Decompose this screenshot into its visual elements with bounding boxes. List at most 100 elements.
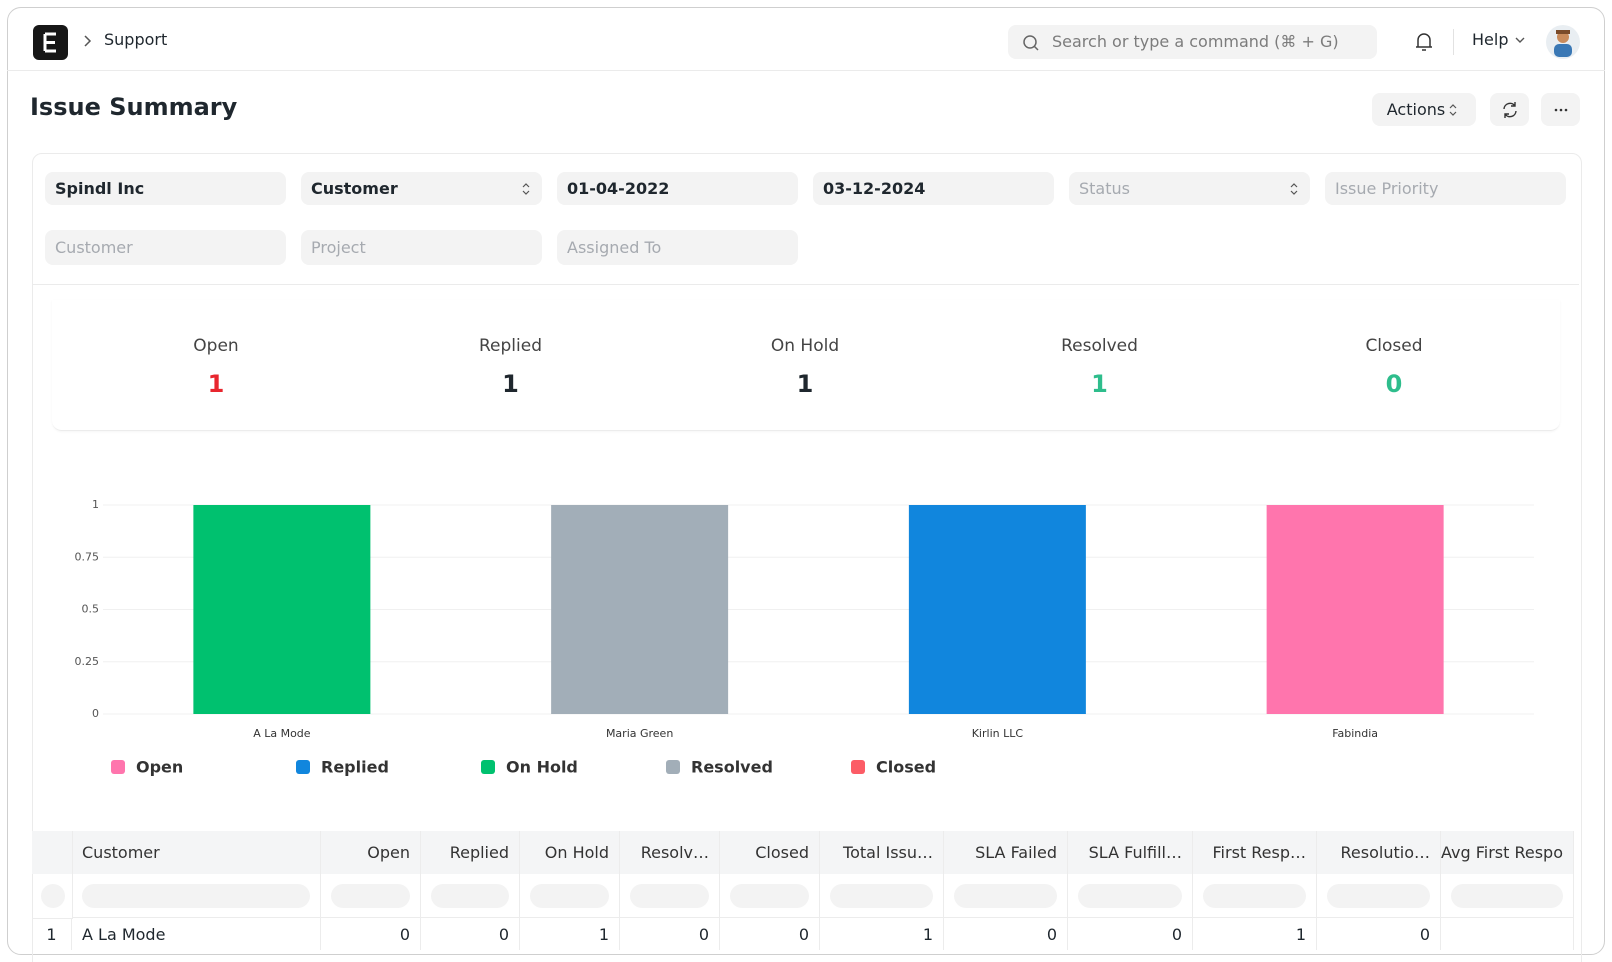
summary-label: Open [193,336,239,356]
filter-text: 01-04-2022 [567,179,670,198]
column-header[interactable]: SLA Fulfill… [1068,831,1193,874]
select-icon [1290,183,1298,195]
legend-swatch [481,760,495,774]
summary-value: 0 [1385,370,1403,398]
table-cell: 0 [1068,918,1193,950]
help-menu[interactable]: Help [1472,30,1509,49]
table-cell: 0 [944,918,1068,950]
report-card [32,153,1582,962]
summary-value: 1 [1091,370,1108,398]
filter-pill[interactable] [630,883,709,908]
filter-field[interactable]: Customer [45,230,286,265]
breadcrumb[interactable]: Support [104,30,168,49]
filter-text: Spindl Inc [55,179,145,198]
summary-label: Closed [1365,336,1423,356]
legend-swatch [111,760,125,774]
y-tick-label: 1 [92,498,99,511]
window-frame [7,7,1605,955]
filter-field[interactable]: Issue Priority [1325,172,1566,205]
legend-swatch [296,760,310,774]
row-number-header [32,831,73,874]
summary-box [52,300,1560,431]
navbar-border [7,70,1605,71]
refresh-button[interactable] [1490,93,1529,126]
page-title: Issue Summary [30,93,238,121]
logo-glyph [43,32,56,53]
table-cell: 0 [720,918,820,950]
filter-pill[interactable] [431,883,509,908]
y-tick-label: 0.75 [75,550,100,563]
table-cell [1441,918,1574,950]
summary-label: On Hold [770,336,840,356]
legend-swatch [666,760,680,774]
summary-value: 1 [502,370,519,398]
column-header[interactable]: On Hold [520,831,620,874]
column-filter [820,874,944,918]
actions-button[interactable]: Actions [1372,93,1476,126]
filter-pill[interactable] [1451,883,1563,908]
legend-label: Replied [321,758,389,777]
filter-pill[interactable] [954,883,1057,908]
filter-field[interactable]: Spindl Inc [45,172,286,205]
avatar[interactable] [1545,24,1581,60]
table-header-bg [32,831,1574,874]
column-filter [620,874,720,918]
filter-field[interactable]: Status [1069,172,1310,205]
filter-field[interactable]: 03-12-2024 [813,172,1054,205]
filter-pill[interactable] [331,883,410,908]
column-header[interactable]: Total Issu… [820,831,944,874]
column-header[interactable]: Replied [421,831,520,874]
column-filter [520,874,620,918]
filter-field[interactable]: Project [301,230,542,265]
filter-pill [41,884,65,908]
filter-field[interactable]: Customer [301,172,542,205]
filter-pill[interactable] [830,883,933,908]
more-button[interactable] [1541,93,1580,126]
filter-pill[interactable] [82,883,310,908]
column-filter [1193,874,1317,918]
column-filter [1317,874,1441,918]
filter-pill[interactable] [1203,883,1306,908]
column-header[interactable]: SLA Failed [944,831,1068,874]
summary-label: Replied [479,336,542,356]
filter-text: Status [1079,179,1130,198]
search-placeholder: Search or type a command (⌘ + G) [1052,32,1339,51]
table-cell: 0 [321,918,421,950]
column-header[interactable]: Customer [72,831,321,874]
column-header[interactable]: Avg First Respo [1441,831,1574,874]
y-tick-label: 0.5 [82,603,100,616]
filter-pill[interactable] [730,883,809,908]
filter-pill[interactable] [1078,883,1182,908]
column-header[interactable]: Resolv… [620,831,720,874]
summary-value: 1 [207,370,225,398]
column-filter [321,874,421,918]
table-cell: 1 [520,918,620,950]
breadcrumb-chevron [84,35,92,47]
filter-pill[interactable] [1327,883,1430,908]
notification-bell[interactable] [1413,30,1435,54]
actions-label: Actions [1386,100,1446,119]
divider [1453,29,1454,55]
table-cell: A La Mode [72,918,321,950]
column-filter [72,874,321,918]
filter-field[interactable]: Assigned To [557,230,798,265]
column-header[interactable]: Closed [720,831,820,874]
app-logo[interactable] [33,25,68,60]
row-number-filter [32,874,73,919]
column-header[interactable]: Open [321,831,421,874]
refresh-icon [1502,101,1517,118]
chart: 0 0.25 0.5 0.75 1 A La Mode Maria Green Kirlin … [75,498,1534,777]
search-bar[interactable]: Search or type a command (⌘ + G) [1008,25,1377,59]
x-tick-label: Maria Green [606,727,673,740]
help-chevron [1515,37,1525,43]
filter-text: Customer [311,179,398,198]
bar [193,505,371,714]
column-header[interactable]: Resolutio… [1317,831,1441,874]
legend-label: Resolved [691,758,773,777]
column-header[interactable]: First Resp… [1193,831,1317,874]
table-cell: 0 [620,918,720,950]
x-tick-label: Fabindia [1332,727,1378,740]
more-icon [1554,108,1567,111]
filter-pill[interactable] [530,883,609,908]
filter-field[interactable]: 01-04-2022 [557,172,798,205]
